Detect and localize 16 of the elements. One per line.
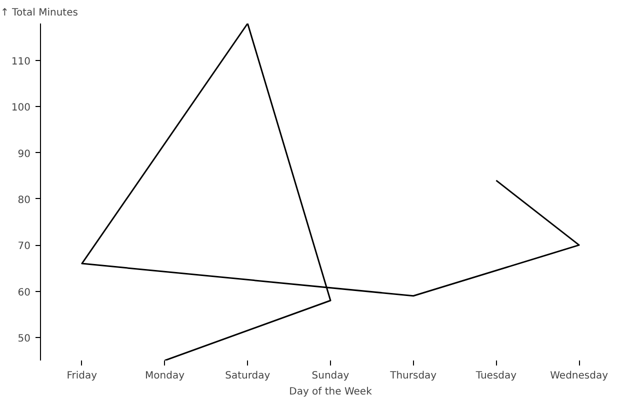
y-tick-label: 100: [11, 102, 31, 114]
x-tick-label: Monday: [145, 370, 185, 382]
y-tick-label: 110: [11, 56, 31, 68]
y-tick-label: 80: [18, 194, 31, 206]
x-tick-label: Saturday: [225, 370, 270, 382]
x-tick-label: Wednesday: [550, 370, 608, 382]
y-tick-label: 50: [18, 333, 31, 344]
x-tick-label: Friday: [66, 370, 98, 382]
x-tick-label: Tuesday: [474, 370, 517, 382]
y-axis-title: ↑ Total Minutes: [0, 8, 78, 18]
y-tick-label: 60: [18, 287, 31, 298]
x-tick-label: Sunday: [312, 370, 350, 382]
y-tick-label: 90: [18, 148, 31, 160]
x-axis-title: Day of the Week: [289, 386, 372, 398]
y-tick-label: 70: [18, 241, 31, 252]
x-tick-label: Thursday: [389, 370, 437, 382]
